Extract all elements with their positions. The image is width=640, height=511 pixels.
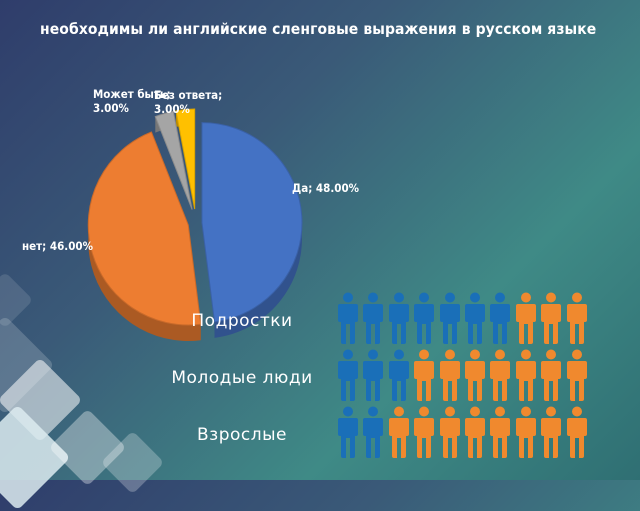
- person-icon-blue: [337, 349, 359, 405]
- pie-slice-да: [201, 122, 303, 323]
- person-icon-blue: [388, 349, 410, 405]
- chart-title: необходимы ли английские сленговые выраж…: [40, 20, 597, 38]
- person-icon-orange: [515, 406, 537, 462]
- person-icon-blue: [362, 406, 384, 462]
- pie-chart: Да; 48.00% нет; 46.00% Может быть; 3.00%Без…: [22, 87, 360, 341]
- group-label-adults: Взрослые: [197, 425, 287, 445]
- person-icon-orange: [566, 292, 588, 348]
- pie-slice-нет: [87, 131, 202, 326]
- person-icon-orange: [540, 349, 562, 405]
- person-icon-orange: [540, 292, 562, 348]
- person-icon-blue: [439, 292, 461, 348]
- person-icon-orange: [489, 349, 511, 405]
- person-icon-blue: [464, 292, 486, 348]
- person-icon-blue: [413, 292, 435, 348]
- pie-label: нет; 46.00%: [22, 239, 94, 253]
- person-icon-orange: [566, 406, 588, 462]
- person-icon-orange: [566, 349, 588, 405]
- person-icon-orange: [388, 406, 410, 462]
- person-icon-blue: [362, 292, 384, 348]
- group-label-young: Молодые люди: [171, 368, 313, 388]
- person-icon-blue: [362, 349, 384, 405]
- person-icon-orange: [515, 349, 537, 405]
- person-icon-orange: [515, 292, 537, 348]
- pie-label: Без ответа; 3.00%: [154, 88, 222, 116]
- person-icon-orange: [489, 406, 511, 462]
- person-icon-blue: [489, 292, 511, 348]
- pie-slice-без-ответа: [175, 108, 196, 210]
- person-icon-blue: [337, 292, 359, 348]
- person-icon-orange: [439, 406, 461, 462]
- person-icon-orange: [413, 349, 435, 405]
- person-icon-blue: [388, 292, 410, 348]
- person-icon-blue: [337, 406, 359, 462]
- person-icon-orange: [464, 406, 486, 462]
- person-icon-orange: [439, 349, 461, 405]
- pie-slice-может-быть: [154, 110, 193, 210]
- person-icon-orange: [413, 406, 435, 462]
- pie-label: Да; 48.00%: [292, 181, 360, 195]
- slide: необходимы ли английские сленговые выраж…: [0, 20, 597, 511]
- group-label-teens: Подростки: [191, 311, 293, 331]
- person-icon-orange: [540, 406, 562, 462]
- pie-label: Может быть; 3.00%: [93, 87, 171, 115]
- person-icon-orange: [464, 349, 486, 405]
